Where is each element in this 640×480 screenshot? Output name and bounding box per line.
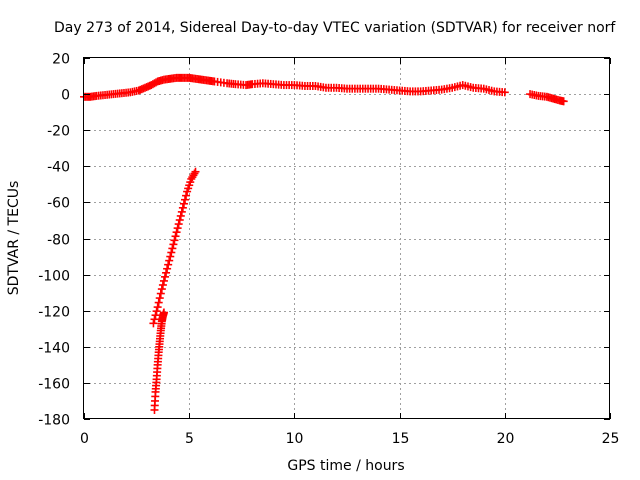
data-point — [159, 308, 168, 317]
y-tick-label: -160 — [38, 377, 70, 393]
y-tick-label: -80 — [47, 233, 70, 249]
data-point — [173, 224, 182, 233]
data-point — [156, 289, 165, 298]
data-point — [157, 285, 166, 294]
tick-layer: 0 5 10 15 20 25 -180 -160 -140 -120 -100 -80 -60 -40 -… — [38, 52, 619, 448]
data-point — [180, 195, 189, 204]
data-point — [163, 264, 172, 273]
data-point — [178, 203, 187, 212]
data-point — [167, 248, 176, 257]
series-0 — [80, 73, 568, 106]
points-layer — [80, 73, 568, 414]
data-point — [190, 169, 199, 178]
data-point — [559, 97, 568, 106]
y-tick-label: -140 — [38, 341, 70, 357]
x-tick-label: 20 — [497, 431, 515, 447]
data-point — [191, 167, 200, 176]
plot-frame — [83, 57, 610, 419]
data-point — [152, 307, 161, 316]
y-tick-label: -100 — [38, 269, 70, 285]
data-point — [500, 88, 509, 97]
data-point — [172, 228, 181, 237]
data-point — [153, 303, 162, 312]
data-point — [164, 260, 173, 269]
series-1 — [149, 167, 200, 328]
x-tick-label: 15 — [392, 431, 410, 447]
data-point — [179, 199, 188, 208]
y-tick-label: -20 — [47, 124, 70, 140]
data-point — [177, 207, 186, 216]
data-point — [154, 298, 163, 307]
data-point — [166, 252, 175, 261]
data-point — [175, 215, 184, 224]
grid-layer — [84, 58, 610, 419]
data-point — [161, 272, 170, 281]
data-point — [171, 232, 180, 241]
x-tick-label: 5 — [185, 431, 194, 447]
data-point — [162, 268, 171, 277]
y-axis-label: SDTVAR / TECUs — [6, 181, 22, 296]
y-tick-label: -120 — [38, 305, 70, 321]
series-2 — [150, 308, 168, 414]
y-tick-label: 20 — [52, 52, 70, 68]
data-point — [170, 236, 179, 245]
data-point — [150, 315, 159, 324]
data-point — [176, 211, 185, 220]
y-tick-label: -60 — [47, 196, 70, 212]
y-tick-label: -40 — [47, 160, 70, 176]
chart-title: Day 273 of 2014, Sidereal Day-to-day VTE… — [54, 20, 616, 36]
data-point — [155, 294, 164, 303]
data-point — [182, 191, 191, 200]
x-tick-label: 25 — [602, 431, 620, 447]
x-axis-label: GPS time / hours — [287, 458, 404, 474]
y-tick-label: 0 — [61, 88, 70, 104]
data-point — [165, 256, 174, 265]
data-point — [169, 240, 178, 249]
x-tick-label: 10 — [286, 431, 304, 447]
data-point — [151, 311, 160, 320]
y-tick-label: -180 — [38, 413, 70, 429]
data-point — [174, 220, 183, 229]
x-tick-label: 0 — [80, 431, 89, 447]
data-point — [158, 280, 167, 289]
data-point — [159, 276, 168, 285]
data-point — [168, 244, 177, 253]
data-point — [149, 319, 158, 328]
